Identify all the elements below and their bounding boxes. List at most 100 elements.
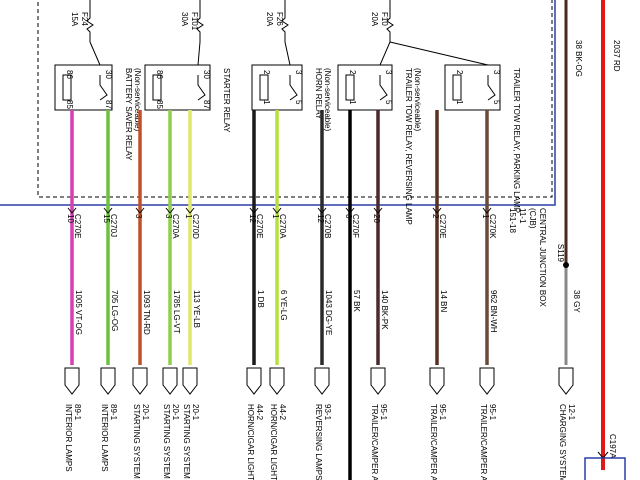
destination-arrow xyxy=(100,367,116,395)
relay-pin: 1 xyxy=(455,100,464,105)
relay-coil xyxy=(62,74,72,101)
destination-name: INTERIOR LAMPS xyxy=(100,404,109,472)
relay-pin: 1 xyxy=(262,100,271,105)
wire-label: 1043 DG-YE xyxy=(324,290,333,335)
relay-pin: 5 xyxy=(492,100,501,105)
pin-number: 1 xyxy=(481,214,490,219)
connector-name: C270E xyxy=(438,214,447,238)
connector-mark xyxy=(185,207,195,214)
destination-arrow xyxy=(269,367,285,395)
fuse-name: F26 xyxy=(275,12,284,26)
destination-name: TRAILER/CAMPER A xyxy=(429,404,438,480)
destination-arrow xyxy=(162,367,178,395)
relay-pin: 30 xyxy=(104,70,113,79)
fuse xyxy=(196,0,204,42)
relay-pin: 2 xyxy=(348,70,357,75)
connector-name: C270F xyxy=(351,214,360,238)
fuse xyxy=(86,0,94,42)
connector-mark xyxy=(373,207,383,214)
pin-number: 1 xyxy=(184,214,193,219)
destination-name: REVERSING LAMPS xyxy=(314,404,323,480)
wire-label: 14 BN xyxy=(439,290,448,312)
destination-arrow xyxy=(246,367,262,395)
relay-switch xyxy=(379,75,388,101)
fuse-name: F101 xyxy=(190,12,199,31)
relay-name: BATTERY SAVER RELAY xyxy=(124,68,133,161)
relay-pin: 3 xyxy=(492,70,501,75)
wire-label: 6 YE-LG xyxy=(279,290,288,321)
relay-pin: 2 xyxy=(262,70,271,75)
relay-pin: 85 xyxy=(155,100,164,109)
relay-switch xyxy=(197,75,206,101)
wire-label: 140 BK-PK xyxy=(380,290,389,330)
fuse xyxy=(386,0,394,42)
relay-feed xyxy=(284,41,291,66)
relay-pin: 85 xyxy=(65,100,74,109)
module-boundary xyxy=(0,0,556,206)
destination-code: 20-1 xyxy=(171,404,180,421)
fuse-name: F24 xyxy=(80,12,89,26)
connector-mark xyxy=(67,207,77,214)
destination-code: 12-1 xyxy=(567,404,576,421)
wire-label: 1785 LG-VT xyxy=(172,290,181,334)
destination-code: 20-1 xyxy=(191,404,200,421)
cjb-abbr: (CJB) xyxy=(528,208,537,229)
relay-pin: 87 xyxy=(202,100,211,109)
destination-arrow xyxy=(370,367,386,395)
connector-mark xyxy=(165,207,175,214)
cjb-name: CENTRAL JUNCTION BOX xyxy=(538,208,547,307)
relay-switch xyxy=(289,75,298,101)
destination-code: 89-1 xyxy=(109,404,118,421)
relay-coil xyxy=(452,74,462,101)
connector-name: C270K xyxy=(488,214,497,239)
destination-arrow xyxy=(558,367,574,395)
cjb-ref: 11-1 xyxy=(518,208,527,224)
destination-code: 95-1 xyxy=(438,404,447,421)
relay-note: (Non-serviceable) xyxy=(133,68,142,131)
destination-name: HORN/CIGAR LIGHT xyxy=(269,404,278,480)
relay-note: (Non-serviceable) xyxy=(413,68,422,131)
pin-number: 12 xyxy=(248,214,257,223)
connector-name: C270E xyxy=(255,214,264,238)
fuse-rating: 20A xyxy=(265,12,274,27)
destination-name: TRAILER/CAMPER A xyxy=(479,404,488,480)
wire-label: 2037 RD xyxy=(612,40,621,72)
pin-number: 3 xyxy=(134,214,143,219)
relay-pin: 5 xyxy=(294,100,303,105)
relay-box xyxy=(444,64,501,111)
connector-name: C197A xyxy=(608,434,617,459)
fuse xyxy=(281,0,289,42)
destination-arrow xyxy=(132,367,148,395)
fuse-rating: 15A xyxy=(70,12,79,27)
pin-number: 6 xyxy=(344,214,353,219)
destination-code: 95-1 xyxy=(488,404,497,421)
connector-name: C270E xyxy=(73,214,82,238)
relay-pin: 86 xyxy=(65,70,74,79)
relay-switch xyxy=(99,75,108,101)
destination-name: HORN/CIGAR LIGHT xyxy=(246,404,255,480)
relay-pin: 3 xyxy=(294,70,303,75)
wire-label: 1005 VT-OG xyxy=(74,290,83,335)
module-box xyxy=(584,457,626,480)
wire-label: 705 LG-OG xyxy=(110,290,119,331)
relay-box xyxy=(144,64,211,111)
connector-name: C270B xyxy=(323,214,332,238)
fuse-rating: 30A xyxy=(180,12,189,27)
relay-box xyxy=(337,64,393,111)
fuse-rating: 20A xyxy=(370,12,379,27)
destination-code: 93-1 xyxy=(323,404,332,421)
connector-mark xyxy=(317,207,327,214)
destination-name: STARTING SYSTEM xyxy=(162,404,171,479)
destination-code: 95-1 xyxy=(379,404,388,421)
connector-mark xyxy=(482,207,492,214)
connector-name: C270J xyxy=(109,214,118,237)
pin-number: 1 xyxy=(271,214,280,219)
destination-name: STARTING SYSTEM xyxy=(132,404,141,479)
destination-code: 20-1 xyxy=(141,404,150,421)
destination-arrow xyxy=(429,367,445,395)
relay-name: TRAILER TOW RELAY, REVERSING LAMP xyxy=(404,68,413,225)
relay-pin: 87 xyxy=(104,100,113,109)
connector-name: C270D xyxy=(191,214,200,239)
connector-name: C270A xyxy=(171,214,180,239)
